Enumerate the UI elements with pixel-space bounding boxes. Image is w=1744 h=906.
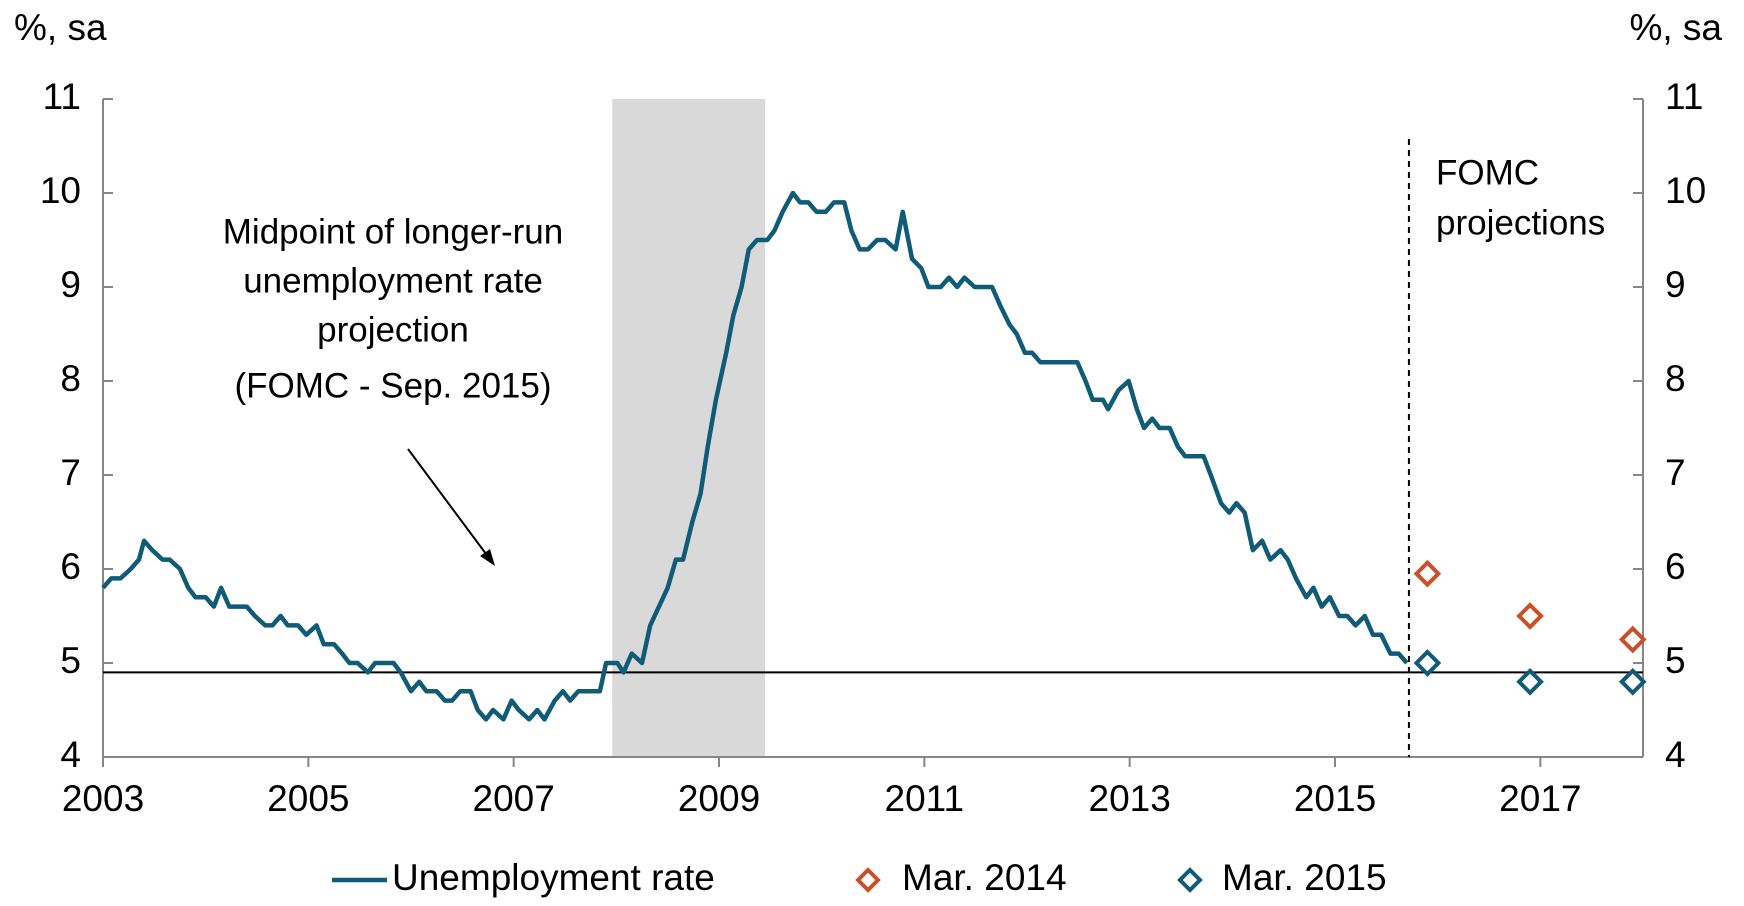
y-tick-label: 6 bbox=[60, 546, 81, 587]
y-tick-label: 8 bbox=[60, 358, 81, 399]
legend-swatch bbox=[1177, 867, 1203, 893]
y-tick-label: 4 bbox=[60, 734, 81, 775]
y-axis-label: %, sa bbox=[14, 7, 107, 48]
y-tick-label: 9 bbox=[60, 264, 81, 305]
legend-label: Mar. 2014 bbox=[902, 857, 1067, 898]
y2-tick-label: 6 bbox=[1665, 546, 1686, 587]
y2-tick-label: 4 bbox=[1665, 734, 1686, 775]
projection-point bbox=[1516, 602, 1544, 630]
x-tick-label: 2011 bbox=[885, 778, 965, 819]
annotation-text: (FOMC - Sep. 2015) bbox=[234, 366, 551, 405]
y2-tick-label: 10 bbox=[1665, 170, 1706, 211]
x-tick-label: 2007 bbox=[473, 778, 555, 819]
projection-point bbox=[1516, 667, 1544, 696]
y-tick-label: 10 bbox=[40, 170, 81, 211]
recession-shade bbox=[612, 99, 766, 757]
projection-point bbox=[1618, 625, 1647, 654]
y2-tick-label: 8 bbox=[1665, 358, 1686, 399]
x-tick-label: 2003 bbox=[62, 778, 144, 819]
legend: Unemployment rate Mar. 2014 Mar. 2015 bbox=[332, 857, 1387, 898]
unemployment-line bbox=[101, 190, 1409, 722]
x-tick-label: 2009 bbox=[678, 778, 760, 819]
annotation-text: Midpoint of longer-run bbox=[223, 212, 563, 251]
y2-tick-label: 11 bbox=[1665, 76, 1703, 117]
projection-label: FOMC bbox=[1436, 153, 1539, 192]
projection-point bbox=[1618, 667, 1647, 696]
y2-tick-label: 7 bbox=[1665, 452, 1686, 493]
legend-label: Unemployment rate bbox=[392, 857, 715, 898]
projection-point bbox=[1413, 649, 1442, 677]
x-tick-label: 2015 bbox=[1294, 778, 1376, 819]
arrow-head bbox=[480, 549, 495, 566]
legend-swatch bbox=[855, 867, 881, 893]
x-tick-label: 2013 bbox=[1089, 778, 1171, 819]
annotation-text: unemployment rate bbox=[243, 261, 543, 300]
projection-label: projections bbox=[1436, 203, 1605, 242]
x-tick-label: 2017 bbox=[1499, 778, 1581, 819]
projection-point bbox=[1413, 559, 1442, 588]
y2-axis-label: %, sa bbox=[1629, 7, 1722, 48]
y-tick-label: 7 bbox=[60, 452, 81, 493]
annotation: Midpoint of longer-run unemployment rate… bbox=[223, 153, 1605, 566]
y-tick-label: 11 bbox=[43, 76, 81, 117]
y2-tick-label: 9 bbox=[1665, 264, 1686, 305]
annotation-text: projection bbox=[317, 310, 469, 349]
x-tick-label: 2005 bbox=[267, 778, 349, 819]
annotation-arrow bbox=[407, 448, 493, 563]
y2-tick-label: 5 bbox=[1665, 640, 1686, 681]
y-tick-label: 5 bbox=[60, 640, 81, 681]
legend-label: Mar. 2015 bbox=[1222, 857, 1387, 898]
